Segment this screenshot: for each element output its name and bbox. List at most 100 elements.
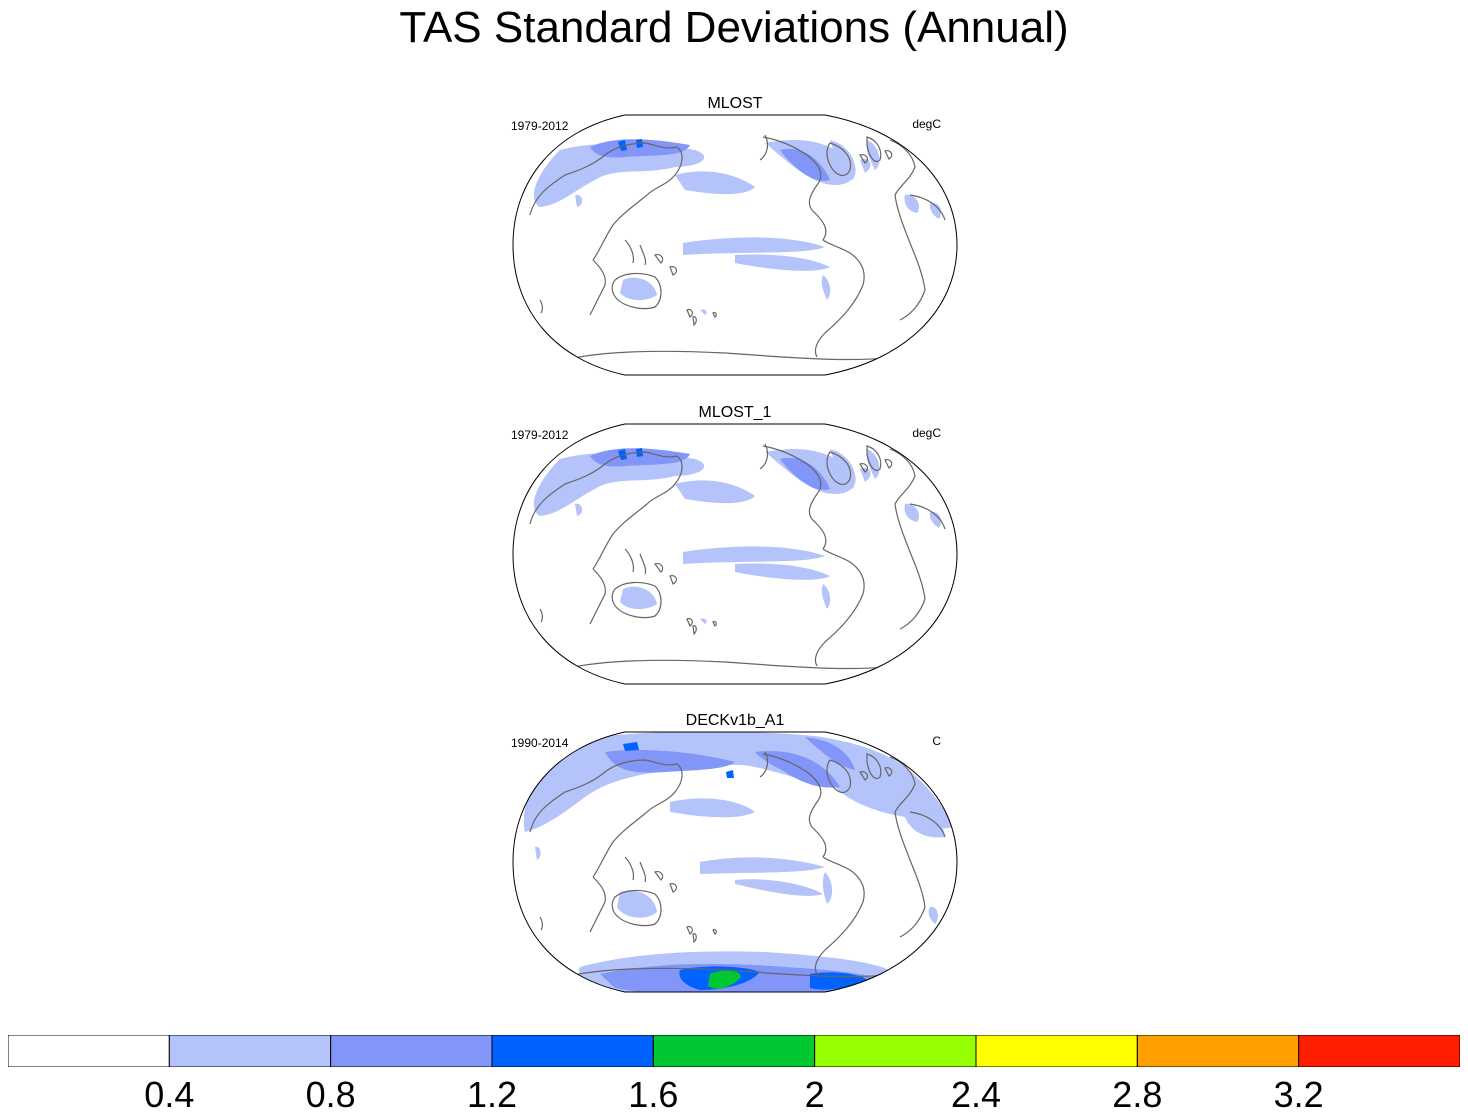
coastline: [826, 142, 852, 177]
coastline: [866, 753, 882, 780]
shaded-region: [904, 194, 920, 213]
coastline: [592, 763, 683, 878]
colorbar-tick-label: 0.4: [144, 1074, 195, 1115]
coastline: [762, 753, 827, 858]
colorbar-tick-label: 3.2: [1273, 1074, 1324, 1115]
panel-units: degC: [912, 426, 941, 440]
panel-title: DECKv1b_A1: [685, 712, 785, 729]
colorbar-tick-label: 1.6: [628, 1074, 679, 1115]
shaded-region: [866, 449, 880, 479]
coastline: [889, 448, 926, 630]
shaded-region: [735, 563, 830, 580]
colorbar-tick-label: 1.2: [466, 1074, 518, 1115]
colorbar-swatch: [975, 1035, 1138, 1067]
shaded-region: [623, 742, 639, 751]
coastline: [762, 445, 827, 550]
colorbar-swatch: [330, 1035, 493, 1067]
coastline: [759, 134, 769, 161]
coastline: [686, 617, 697, 636]
page-title: TAS Standard Deviations (Annual): [399, 3, 1069, 52]
coastline: [564, 967, 901, 978]
coastline: [859, 459, 893, 473]
shaded-region: [830, 140, 856, 180]
coastline: [814, 548, 865, 667]
panel-title: MLOST_1: [698, 404, 772, 421]
coastline: [814, 856, 865, 975]
shaded-region: [670, 798, 755, 818]
shaded-region: [533, 143, 705, 207]
panel-units: C: [932, 734, 941, 748]
shaded-region: [830, 449, 856, 489]
coastline: [712, 311, 717, 318]
coastline: [539, 916, 543, 931]
panel-period: 1979-2012: [511, 428, 569, 442]
coastline: [686, 308, 697, 327]
coastline-layer: [529, 751, 946, 978]
coastline: [624, 548, 647, 575]
coastline: [592, 146, 683, 261]
map-outline: [512, 423, 958, 685]
coastline: [654, 563, 678, 585]
shaded-region: [605, 750, 735, 773]
shaded-region: [929, 202, 942, 219]
map-deckv1b-a1: [512, 731, 958, 993]
shaded-region: [590, 139, 690, 158]
colorbar-swatch: [168, 1035, 332, 1067]
shaded-region: [700, 857, 825, 874]
coastline: [826, 759, 852, 794]
coastline: [909, 503, 946, 530]
coastline: [889, 756, 926, 938]
coastline: [529, 759, 678, 833]
panel-title: MLOST: [707, 95, 763, 112]
panel-period: 1979-2012: [511, 119, 569, 133]
coastline: [589, 876, 606, 933]
coastline: [654, 254, 678, 276]
shaded-region: [700, 618, 707, 624]
map-outline: [512, 114, 958, 376]
coastline: [624, 856, 647, 883]
coastline: [866, 136, 882, 163]
coastline: [592, 455, 683, 570]
colorbar-tick-label: 2: [804, 1074, 825, 1115]
shaded-region: [822, 872, 833, 904]
shaded-region: [708, 970, 741, 989]
shaded-region: [535, 846, 541, 860]
shaded-region: [683, 237, 825, 255]
coastline: [624, 239, 647, 266]
shaded-region: [675, 171, 755, 195]
map-panel-mlost-1: MLOST_1 1979-2012 degC: [505, 404, 965, 704]
map-outline: [512, 731, 958, 993]
colorbar-tick-label: 2.4: [950, 1074, 1002, 1115]
shaded-region: [805, 737, 855, 770]
coastline: [712, 928, 717, 935]
coastline: [686, 925, 697, 944]
shaded-region: [675, 480, 755, 504]
coastline: [859, 150, 893, 164]
coastline: [539, 608, 543, 623]
map-mlost: [512, 114, 958, 376]
colorbar-tick-label: 0.8: [305, 1074, 356, 1115]
shaded-region: [735, 879, 823, 896]
coastline: [654, 871, 678, 893]
map-panel-deckv1b-a1: DECKv1b_A1 1990-2014 C: [505, 712, 965, 1012]
shaded-region: [575, 194, 583, 207]
shaded-region: [683, 546, 825, 564]
shaded-region: [575, 503, 583, 516]
colorbar-swatch: [814, 1035, 977, 1067]
map-panel-mlost: MLOST 1979-2012 degC: [505, 95, 965, 395]
coastline: [759, 443, 769, 470]
map-mlost-1: [512, 423, 958, 685]
colorbar-swatch: [8, 1035, 170, 1067]
shaded-region: [617, 890, 657, 918]
colorbar-swatch: [1136, 1035, 1300, 1067]
shaded-region: [780, 148, 830, 181]
shaded-region: [821, 275, 831, 300]
shaded-region: [929, 511, 942, 528]
coastline: [529, 142, 678, 216]
coastline: [589, 259, 606, 316]
shaded-region: [533, 452, 705, 516]
coastline: [909, 194, 946, 221]
panel-units: degC: [912, 117, 941, 131]
shaded-region: [780, 457, 830, 490]
coastline: [564, 350, 901, 361]
